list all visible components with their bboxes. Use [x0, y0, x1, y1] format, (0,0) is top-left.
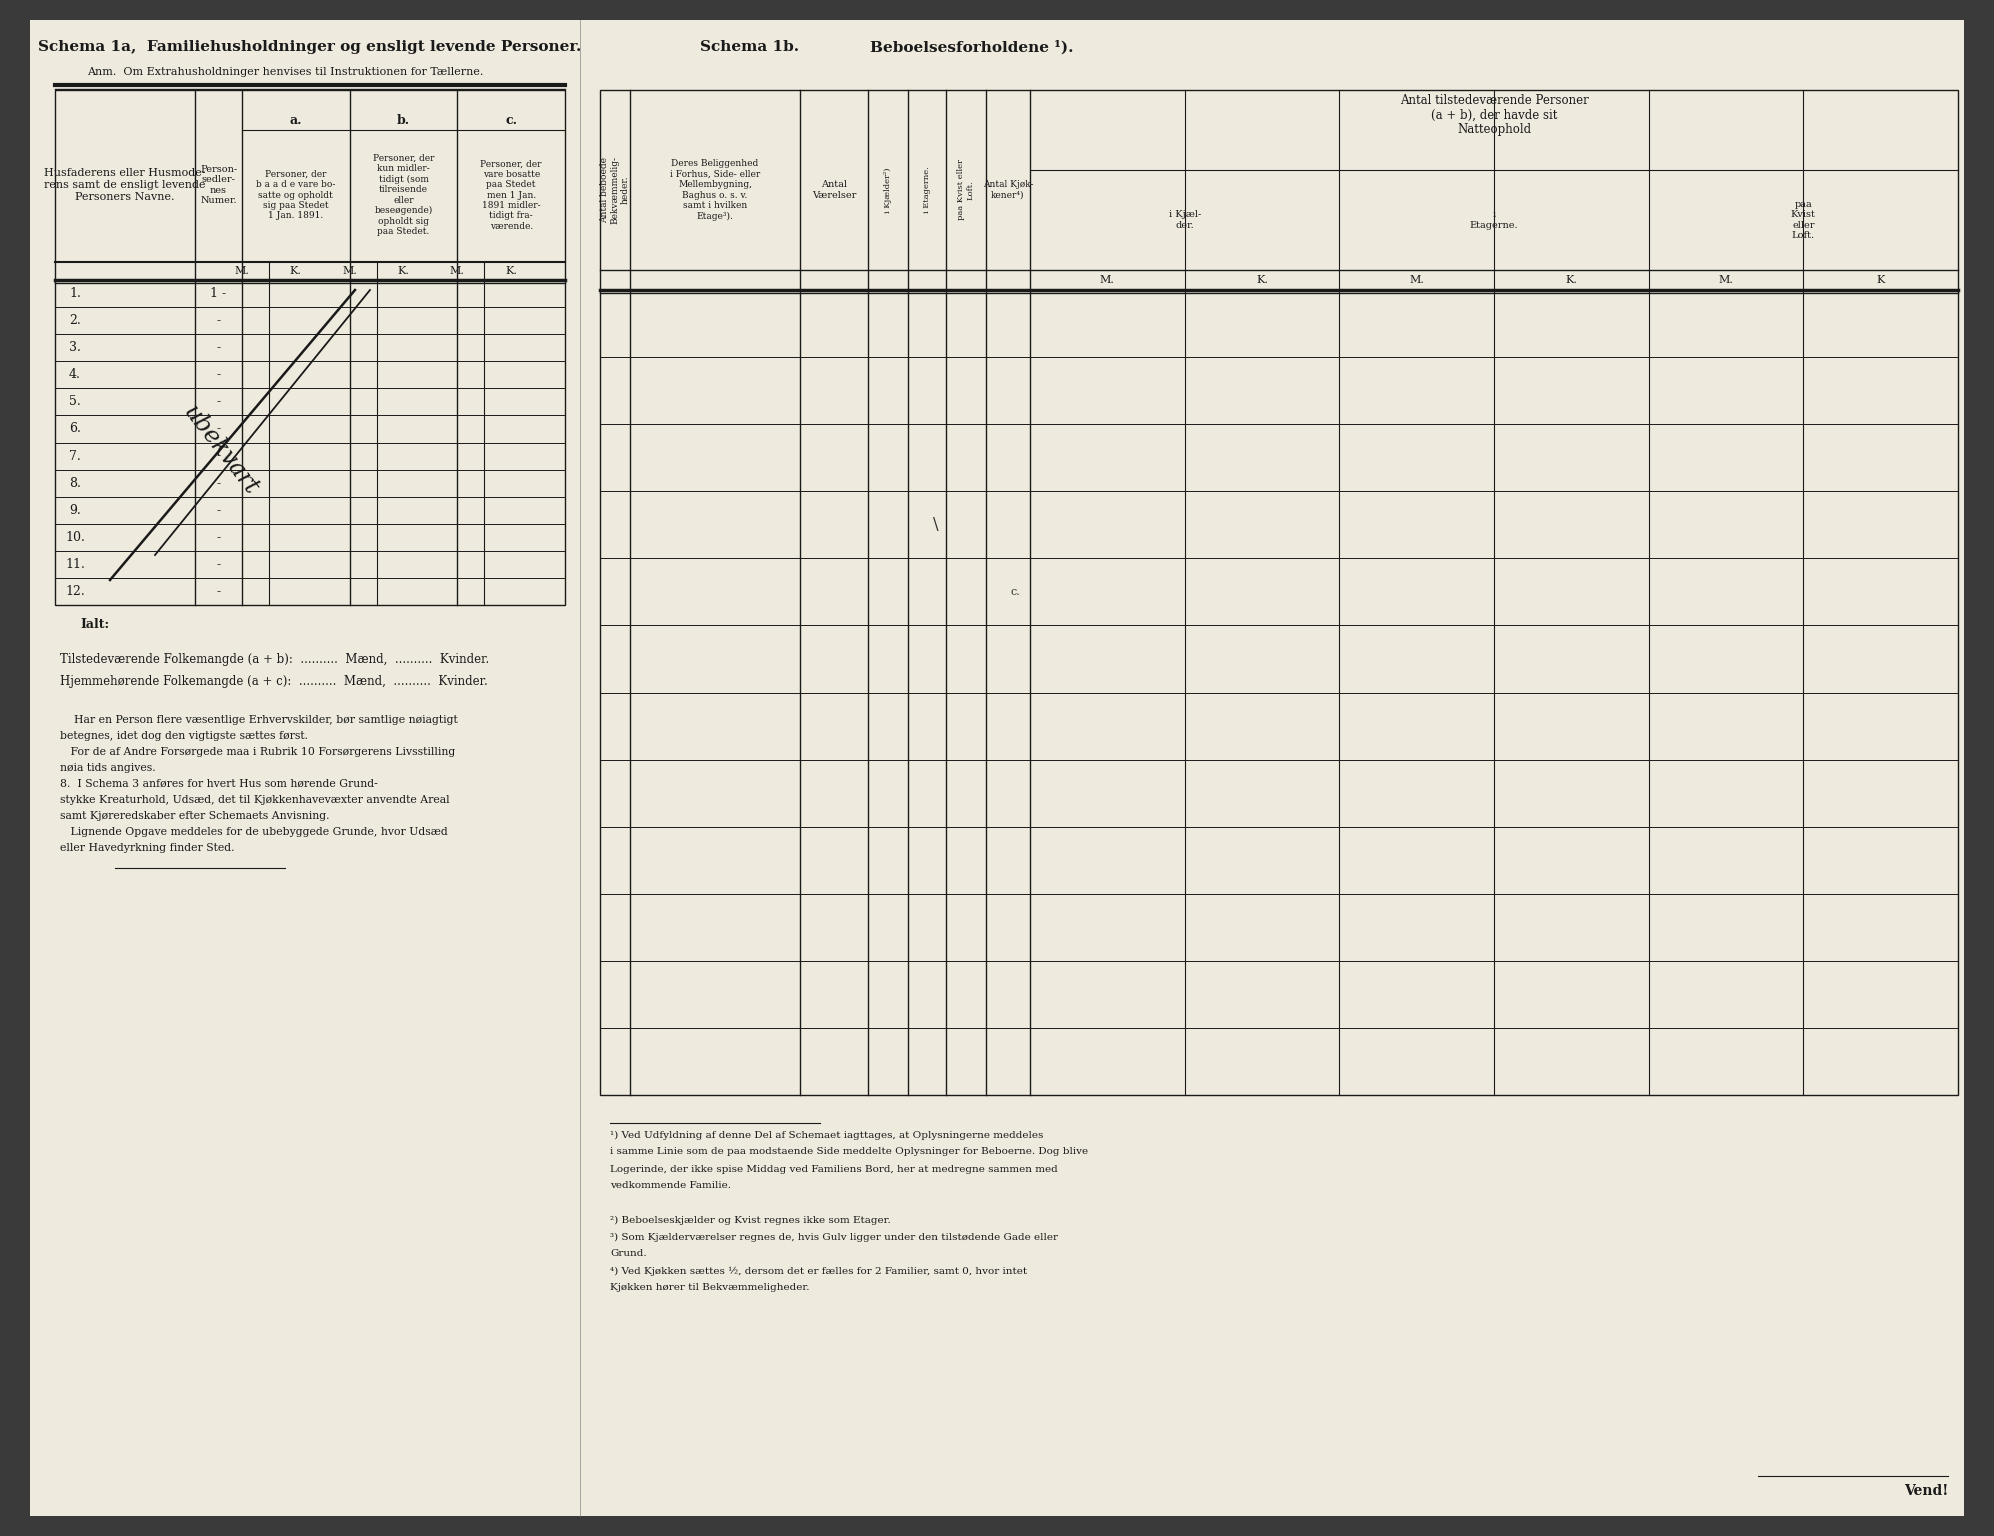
Text: M.: M. — [1410, 275, 1424, 286]
Text: ⁴) Ved Kjøkken sættes ½, dersom det er fælles for 2 Familier, samt 0, hvor intet: ⁴) Ved Kjøkken sættes ½, dersom det er f… — [610, 1266, 1027, 1276]
Text: ²) Beboelseskjælder og Kvist regnes ikke som Etager.: ²) Beboelseskjælder og Kvist regnes ikke… — [610, 1215, 891, 1224]
Text: b.: b. — [397, 115, 411, 127]
Text: 2.: 2. — [70, 315, 82, 327]
Text: Kjøkken hører til Bekvæmmeligheder.: Kjøkken hører til Bekvæmmeligheder. — [610, 1284, 810, 1292]
Bar — [56, 91, 564, 605]
Text: 9.: 9. — [70, 504, 82, 516]
Text: 6.: 6. — [70, 422, 82, 436]
Text: K: K — [1876, 275, 1884, 286]
Text: Deres Beliggenhed
i Forhus, Side- eller
Mellembygning,
Baghus o. s. v.
samt i hv: Deres Beliggenhed i Forhus, Side- eller … — [670, 160, 760, 221]
Text: a.: a. — [289, 115, 301, 127]
Text: Antal
Værelser: Antal Værelser — [812, 180, 855, 200]
Text: Personer, der
kun midler-
tidigt (som
tilreisende
eller
beseøgende)
opholdt sig
: Personer, der kun midler- tidigt (som ti… — [373, 154, 435, 237]
Text: Schema 1b.: Schema 1b. — [700, 40, 800, 54]
Text: Hjemmehørende Folkemangde (a + c):  ..........  Mænd,  ..........  Kvinder.: Hjemmehørende Folkemangde (a + c): .....… — [60, 676, 489, 688]
Text: 7.: 7. — [70, 450, 82, 462]
Text: For de af Andre Forsørgede maa i Rubrik 10 Forsørgerens Livsstilling: For de af Andre Forsørgede maa i Rubrik … — [60, 746, 455, 757]
Text: -: - — [217, 422, 221, 436]
Text: Ialt:: Ialt: — [80, 619, 110, 631]
Text: -: - — [217, 531, 221, 544]
Text: K.: K. — [289, 266, 301, 276]
Text: Personer, der
b a a d e vare bo-
satte og opholdt
sig paa Stedet
1 Jan. 1891.: Personer, der b a a d e vare bo- satte o… — [255, 169, 335, 220]
Text: nøia tids angives.: nøia tids angives. — [60, 763, 156, 773]
Text: Anm.  Om Extrahusholdninger henvises til Instruktionen for Tællerne.: Anm. Om Extrahusholdninger henvises til … — [88, 68, 483, 77]
Text: Person-
sedler-
nes
Numer.: Person- sedler- nes Numer. — [199, 164, 237, 206]
Text: K.: K. — [504, 266, 516, 276]
Text: Personer, der
vare bosatte
paa Stedet
men 1 Jan.
1891 midler-
tidigt fra-
værend: Personer, der vare bosatte paa Stedet me… — [481, 160, 542, 230]
Text: i
Etagerne.: i Etagerne. — [1470, 210, 1517, 230]
Text: K.: K. — [1256, 275, 1268, 286]
Text: ¹) Ved Udfyldning af denne Del af Schemaet iagttages, at Oplysningerne meddeles: ¹) Ved Udfyldning af denne Del af Schema… — [610, 1130, 1043, 1140]
Text: paa
Kvist
eller
Loft.: paa Kvist eller Loft. — [1791, 200, 1817, 240]
Text: -: - — [217, 450, 221, 462]
Text: Beboelsesforholdene ¹).: Beboelsesforholdene ¹). — [869, 40, 1073, 54]
Text: \: \ — [933, 516, 939, 533]
Text: -: - — [217, 315, 221, 327]
Text: i Kjæl-
der.: i Kjæl- der. — [1168, 210, 1200, 230]
Text: Logerinde, der ikke spise Middag ved Familiens Bord, her at medregne sammen med: Logerinde, der ikke spise Middag ved Fam… — [610, 1164, 1057, 1174]
Text: Lignende Opgave meddeles for de ubebyggede Grunde, hvor Udsæd: Lignende Opgave meddeles for de ubebygge… — [60, 826, 449, 837]
Text: -: - — [217, 341, 221, 355]
Text: vedkommende Familie.: vedkommende Familie. — [610, 1181, 732, 1190]
Text: M.: M. — [1101, 275, 1115, 286]
Text: Husfaderens eller Husmode-
rens samt de ensligt levende
Personers Navne.: Husfaderens eller Husmode- rens samt de … — [44, 169, 205, 201]
Text: 4.: 4. — [70, 369, 82, 381]
Text: K.: K. — [1565, 275, 1577, 286]
Text: M.: M. — [343, 266, 357, 276]
Text: -: - — [217, 585, 221, 598]
Text: 11.: 11. — [66, 558, 86, 571]
Text: Antal beboede
Bekvæmmelig-
heder.: Antal beboede Bekvæmmelig- heder. — [600, 157, 630, 224]
Text: 8.: 8. — [70, 476, 82, 490]
Text: Antal tilstedeværende Personer
(a + b), der havde sit
Natteophold: Antal tilstedeværende Personer (a + b), … — [1400, 94, 1589, 137]
Text: M.: M. — [451, 266, 465, 276]
Text: Vend!: Vend! — [1904, 1484, 1948, 1498]
Text: -: - — [217, 558, 221, 571]
Text: Grund.: Grund. — [610, 1249, 646, 1258]
Text: i Etagerne.: i Etagerne. — [923, 166, 931, 214]
Text: ubekvart: ubekvart — [177, 401, 261, 499]
Text: 8.  I Schema 3 anføres for hvert Hus som hørende Grund-: 8. I Schema 3 anføres for hvert Hus som … — [60, 779, 377, 790]
Text: 12.: 12. — [66, 585, 86, 598]
Text: -: - — [217, 504, 221, 516]
Text: Har en Person flere væsentlige Erhvervskilder, bør samtlige nøiagtigt: Har en Person flere væsentlige Erhvervsk… — [60, 714, 459, 725]
Text: ³) Som Kjælderværelser regnes de, hvis Gulv ligger under den tilstødende Gade el: ³) Som Kjælderværelser regnes de, hvis G… — [610, 1232, 1059, 1241]
Bar — [600, 91, 1958, 1095]
Text: -: - — [217, 476, 221, 490]
Text: stykke Kreaturhold, Udsæd, det til Kjøkkenhavevæxter anvendte Areal: stykke Kreaturhold, Udsæd, det til Kjøkk… — [60, 796, 449, 805]
Text: M.: M. — [1719, 275, 1733, 286]
Text: 5.: 5. — [70, 395, 82, 409]
Text: M.: M. — [235, 266, 249, 276]
Text: -: - — [217, 395, 221, 409]
Text: 1.: 1. — [70, 287, 82, 300]
Text: eller Havedyrkning finder Sted.: eller Havedyrkning finder Sted. — [60, 843, 235, 852]
Text: paa Kvist eller
Loft.: paa Kvist eller Loft. — [957, 160, 975, 221]
Text: 3.: 3. — [70, 341, 82, 355]
Text: Tilstedeværende Folkemangde (a + b):  ..........  Mænd,  ..........  Kvinder.: Tilstedeværende Folkemangde (a + b): ...… — [60, 653, 489, 667]
Text: K.: K. — [397, 266, 409, 276]
Text: 10.: 10. — [66, 531, 86, 544]
Text: samt Kjøreredskaber efter Schemaets Anvisning.: samt Kjøreredskaber efter Schemaets Anvi… — [60, 811, 329, 822]
Text: i Kjælder²): i Kjælder²) — [883, 167, 891, 214]
Text: -: - — [217, 369, 221, 381]
Text: betegnes, idet dog den vigtigste sættes først.: betegnes, idet dog den vigtigste sættes … — [60, 731, 307, 740]
Text: i samme Linie som de paa modstaende Side meddelte Oplysninger for Beboerne. Dog : i samme Linie som de paa modstaende Side… — [610, 1147, 1089, 1157]
Text: c.: c. — [504, 115, 516, 127]
Text: Schema 1a,  Familiehusholdninger og ensligt levende Personer.: Schema 1a, Familiehusholdninger og ensli… — [38, 40, 582, 54]
Text: Antal Kjøk-
kener⁴): Antal Kjøk- kener⁴) — [983, 180, 1033, 200]
Text: 1 -: 1 - — [211, 287, 227, 300]
Text: c.: c. — [1011, 587, 1019, 598]
